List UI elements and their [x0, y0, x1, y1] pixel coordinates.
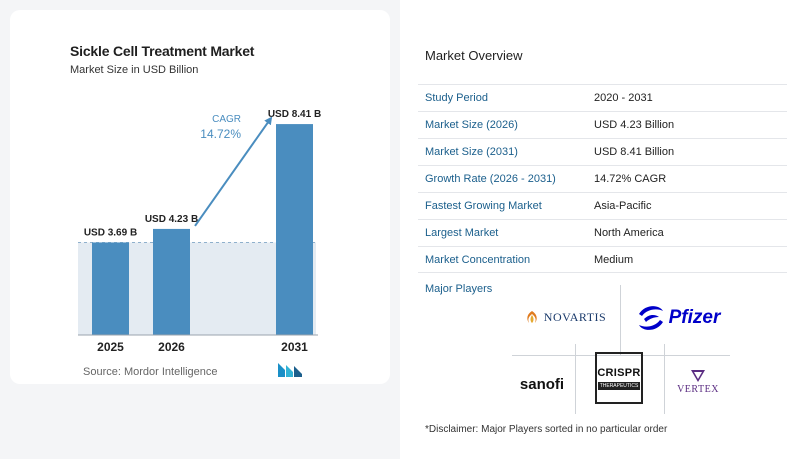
overview-value: 14.72% CAGR [594, 173, 667, 185]
overview-row: Growth Rate (2026 - 2031) 14.72% CAGR [418, 165, 787, 192]
bar [92, 242, 129, 335]
data-label: USD 8.41 B [268, 109, 321, 120]
overview-value: Asia-Pacific [594, 200, 652, 212]
overview-value: 2020 - 2031 [594, 92, 653, 104]
vertex-wordmark: VERTEX [677, 384, 719, 395]
overview-label: Fastest Growing Market [425, 200, 542, 212]
players-divider [575, 344, 576, 414]
chart-subtitle: Market Size in USD Billion [70, 64, 199, 76]
players-divider [512, 355, 730, 356]
players-divider [664, 344, 665, 414]
vertex-triangle-icon [691, 370, 705, 382]
crispr-logo: CRISPR THERAPEUTICS [595, 352, 643, 404]
overview-label: Market Size (2026) [425, 119, 518, 131]
pfizer-logo: Pfizer [630, 298, 725, 338]
overview-label: Study Period [425, 92, 488, 104]
market-overview-panel: Market Overview Study Period 2020 - 2031… [400, 0, 800, 459]
cagr-label: CAGR [212, 114, 241, 125]
overview-value: North America [594, 227, 664, 239]
pfizer-helix-icon [638, 306, 663, 330]
bar-chart: USD 3.69 B 2025 USD 4.23 B 2026 USD 8.41 B 20… [78, 109, 321, 354]
disclaimer-text: *Disclaimer: Major Players sorted in no … [425, 424, 668, 435]
vertex-logo: VERTEX [668, 362, 728, 402]
overview-value: Medium [594, 254, 634, 266]
chart-title: Sickle Cell Treatment Market [70, 43, 255, 59]
overview-row: Study Period 2020 - 2031 [418, 84, 787, 111]
overview-label: Market Concentration [425, 254, 531, 266]
bar [276, 124, 313, 335]
pfizer-wordmark: Pfizer [668, 307, 721, 328]
data-label: USD 4.23 B [145, 214, 198, 225]
cagr-value: 14.72% [200, 127, 241, 141]
bar [153, 228, 190, 335]
overview-row: Largest Market North America [418, 219, 787, 246]
sanofi-logo: sanofi [512, 370, 572, 398]
novartis-flame-icon [527, 311, 537, 323]
crispr-wordmark: CRISPR [597, 366, 641, 379]
overview-title: Market Overview [425, 48, 523, 63]
cagr-arrow [194, 116, 273, 227]
x-tick-label: 2025 [97, 340, 124, 354]
players-divider [620, 285, 621, 355]
mordor-logo-icon [278, 363, 302, 377]
overview-row: Fastest Growing Market Asia-Pacific [418, 192, 787, 219]
overview-value: USD 8.41 Billion [594, 146, 675, 158]
novartis-logo: NOVARTIS [515, 302, 615, 332]
overview-row: Market Concentration Medium [418, 246, 787, 273]
x-tick-label: 2031 [281, 340, 308, 354]
overview-row: Market Size (2026) USD 4.23 Billion [418, 111, 787, 138]
major-players-title: Major Players [425, 283, 493, 295]
overview-label: Largest Market [425, 227, 499, 239]
x-tick-label: 2026 [158, 340, 185, 354]
overview-label: Market Size (2031) [425, 146, 518, 158]
overview-label: Growth Rate (2026 - 2031) [425, 173, 556, 185]
crispr-subtitle: THERAPEUTICS [597, 381, 641, 390]
overview-value: USD 4.23 Billion [594, 119, 675, 131]
overview-row: Market Size (2031) USD 8.41 Billion [418, 138, 787, 165]
sanofi-wordmark: sanofi [519, 375, 565, 393]
source-text: Source: Mordor Intelligence [83, 366, 218, 378]
novartis-wordmark: NOVARTIS [543, 309, 607, 324]
data-label: USD 3.69 B [84, 227, 137, 238]
